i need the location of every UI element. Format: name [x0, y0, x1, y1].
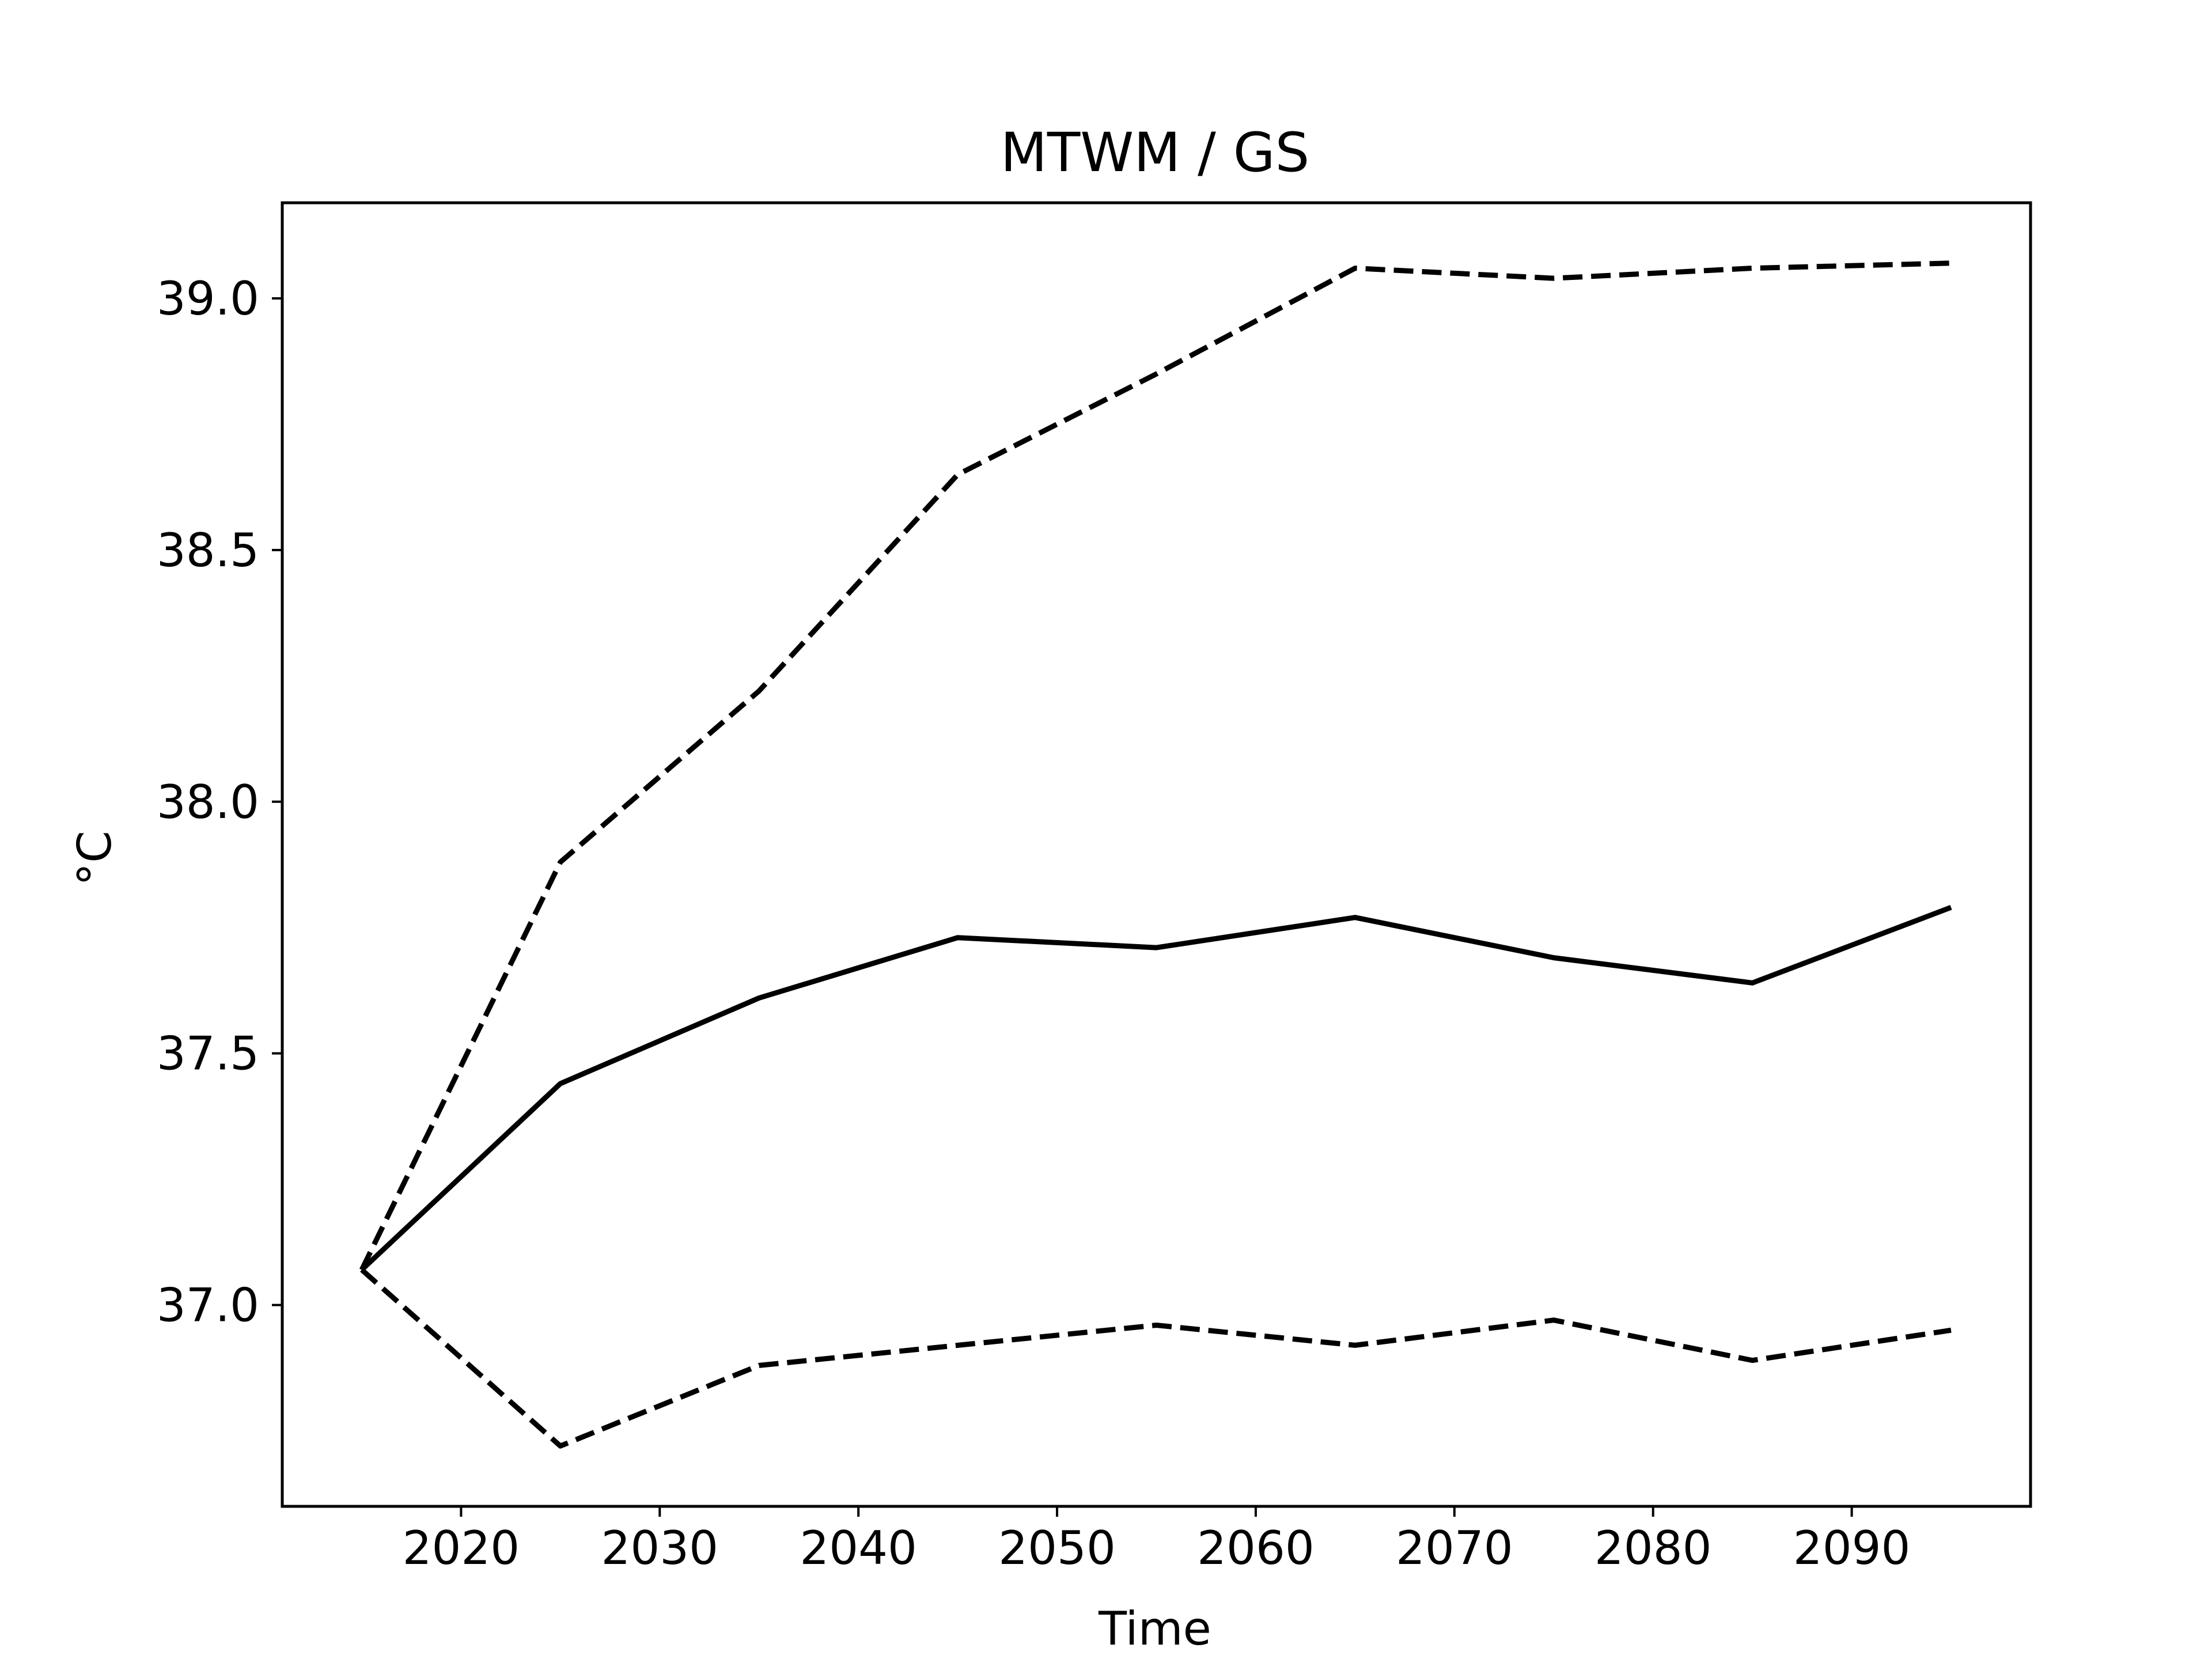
- x-tick-label: 2080: [1594, 1521, 1712, 1575]
- y-tick-label: 38.5: [157, 524, 259, 577]
- chart-title: MTWM / GS: [1001, 122, 1310, 184]
- series-line-3-dashed: [360, 1267, 1952, 1449]
- x-tick-label: 2090: [1793, 1521, 1911, 1575]
- x-axis: 2020 2030 2040 2050 2060 2070 2080 2090: [403, 1506, 1911, 1575]
- y-tick-label: 38.0: [157, 775, 259, 829]
- y-tick-label: 39.0: [157, 272, 259, 325]
- x-tick-label: 2030: [601, 1521, 718, 1575]
- plot-area: [359, 260, 1952, 1449]
- y-axis-label: °C: [68, 831, 122, 886]
- x-axis-label: Time: [1098, 1602, 1211, 1656]
- x-tick-label: 2060: [1197, 1521, 1315, 1575]
- x-tick-label: 2070: [1396, 1521, 1513, 1575]
- series-line-2-solid: [359, 904, 1952, 1272]
- y-axis: 37.0 37.5 38.0 38.5 39.0: [157, 272, 282, 1332]
- y-tick-label: 37.0: [157, 1279, 259, 1332]
- x-tick-label: 2020: [403, 1521, 520, 1575]
- plot-frame: [281, 201, 2032, 1508]
- series-line-1-dashed: [359, 260, 1952, 1271]
- y-tick-label: 37.5: [157, 1027, 259, 1081]
- x-tick-label: 2040: [800, 1521, 917, 1575]
- x-tick-label: 2050: [998, 1521, 1116, 1575]
